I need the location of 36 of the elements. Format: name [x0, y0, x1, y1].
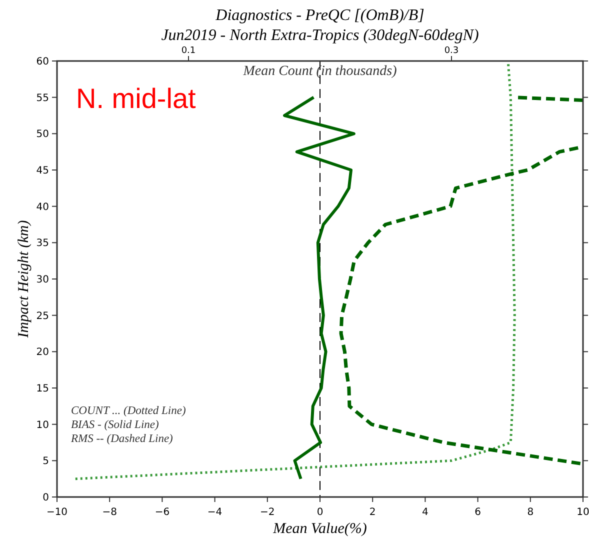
- chart-subtitle: Jun2019 - North Extra-Tropics (30degN-60degN): [161, 27, 479, 44]
- x-tick-label: −2: [260, 507, 275, 518]
- y-tick-label: 30: [36, 274, 49, 286]
- y-tick-label: 5: [42, 456, 49, 468]
- annotation: COUNT ... (Dotted Line): [71, 405, 186, 417]
- x-tick-label: −8: [102, 507, 117, 518]
- y-tick-label: 45: [36, 166, 49, 176]
- y-tick-label: 35: [36, 238, 49, 250]
- annotation: BIAS - (Solid Line): [71, 419, 159, 431]
- annotation: N. mid-lat: [76, 83, 196, 114]
- x-tick-label: 2: [369, 507, 376, 518]
- y-tick-label: 40: [36, 202, 49, 213]
- y-tick-label: 55: [36, 92, 49, 104]
- x-axis-title: Mean Value(%): [272, 521, 367, 537]
- x2-tick-label: 0.1: [181, 46, 196, 56]
- y-tick-label: 15: [36, 384, 49, 394]
- x-tick-label: −10: [46, 507, 68, 518]
- y-tick-label: 60: [36, 56, 49, 68]
- x-tick-label: 4: [422, 507, 428, 518]
- x-tick-label: −6: [154, 507, 170, 518]
- x2-tick-label: 0.3: [444, 46, 459, 56]
- y-tick-label: 25: [36, 310, 49, 322]
- y-axis-title: Impact Height (km): [16, 220, 32, 339]
- y-tick-label: 50: [36, 129, 49, 140]
- y-tick-label: 0: [42, 492, 49, 504]
- chart-title: Diagnostics - PreQC [(OmB)/B]: [214, 7, 424, 24]
- annotation: RMS -- (Dashed Line): [70, 433, 174, 445]
- x-tick-label: 6: [474, 507, 481, 518]
- line-series: [282, 96, 356, 480]
- x-tick-label: −4: [207, 507, 222, 518]
- y-tick-label: 10: [36, 420, 49, 431]
- x-tick-label: 8: [527, 507, 534, 518]
- x-tick-label: 10: [576, 507, 589, 518]
- x-tick-label: 0: [316, 507, 324, 518]
- x2-axis-title: Mean Count (in thousands): [242, 64, 398, 79]
- y-tick-label: 20: [36, 347, 49, 358]
